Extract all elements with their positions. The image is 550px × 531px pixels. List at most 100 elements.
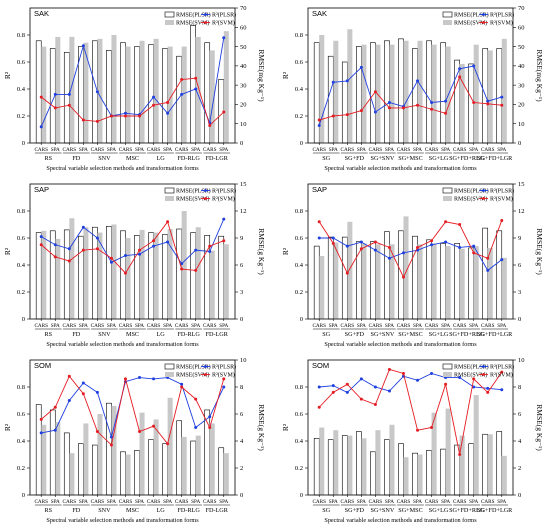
bar-rmse-svm	[487, 434, 493, 495]
bar-rmse-svm	[459, 63, 465, 143]
r2-svm-point	[500, 103, 504, 107]
x-tick-label: SPA	[413, 499, 422, 505]
group-label: SG+SNV	[371, 155, 395, 162]
legend-label: R²(PLSR)	[212, 364, 236, 371]
r2-plsr-point	[444, 240, 448, 244]
legend-swatch-rmse-plsr	[442, 187, 453, 194]
y2-tick-label: 4	[518, 438, 522, 445]
r2-plsr-point	[387, 389, 391, 393]
x-tick-label: CARS	[341, 323, 355, 329]
r2-plsr-point	[152, 95, 156, 99]
bar-rmse-plsr	[482, 227, 489, 320]
r2-svm-point	[95, 247, 99, 251]
r2-plsr-point	[222, 36, 226, 40]
r2-plsr-line	[41, 218, 225, 265]
y2-tick-label: 10	[240, 121, 247, 128]
r2-plsr-point	[430, 372, 434, 375]
x-tick-label: SPA	[469, 499, 478, 505]
legend-label: RMSE(SVM)	[454, 196, 487, 203]
y2-axis-label: RMSE(g Kg⁻¹)	[257, 404, 266, 451]
x-tick-label: CARS	[175, 499, 189, 505]
r2-plsr-point	[138, 252, 142, 256]
r2-svm-point	[317, 118, 321, 122]
x-tick-label: SPA	[441, 499, 450, 505]
bar-rmse-plsr	[190, 232, 196, 320]
group-label: FD	[72, 331, 80, 338]
x-axis-label: Spectral variable selection methods and …	[46, 341, 199, 348]
y-tick-label: 0	[22, 492, 25, 499]
legend-swatch-rmse-plsr	[442, 363, 453, 370]
x-tick-label: SPA	[79, 323, 88, 329]
y2-tick-label: 0	[518, 316, 521, 323]
bar-rmse-svm	[459, 248, 465, 319]
chart-title: SOM	[312, 361, 329, 370]
r2-svm-point	[317, 220, 321, 224]
group-label: FD	[72, 507, 80, 514]
x-tick-label: SPA	[219, 499, 228, 505]
chart-title: SAK	[34, 9, 49, 18]
legend-label: R²(PLSR)	[490, 12, 514, 19]
r2-plsr-point	[39, 125, 43, 129]
x-tick-label: SPA	[191, 499, 200, 505]
r2-plsr-point	[486, 99, 490, 103]
bar-rmse-svm	[41, 230, 47, 319]
x-tick-label: CARS	[397, 323, 411, 329]
r2-svm-point	[123, 114, 127, 118]
x-tick-label: CARS	[91, 323, 105, 329]
bar-rmse-svm	[209, 50, 215, 143]
bar-rmse-svm	[125, 46, 131, 144]
legend-swatch-rmse-plsr	[164, 363, 175, 370]
x-tick-label: SPA	[219, 323, 228, 329]
group-label: FD-RLG	[177, 331, 200, 338]
bar-rmse-svm	[347, 221, 353, 319]
group-label: SG+FD	[345, 507, 365, 514]
legend-swatch-rmse-svm	[443, 372, 452, 377]
bar-rmse-svm	[333, 40, 339, 143]
x-tick-label: CARS	[203, 323, 217, 329]
bar-rmse-plsr	[468, 247, 474, 320]
x-tick-label: SPA	[469, 323, 478, 329]
bar-rmse-plsr	[384, 439, 390, 496]
bar-rmse-plsr	[134, 234, 140, 320]
r2-svm-point	[331, 114, 335, 118]
bar-rmse-plsr	[218, 235, 225, 320]
bar-rmse-svm	[41, 46, 47, 144]
group-label: SG+SNV	[371, 507, 395, 514]
group-label: SG+SNV	[371, 331, 395, 338]
x-tick-label: CARS	[119, 147, 133, 153]
r2-svm-point	[194, 76, 198, 80]
bar-rmse-svm	[361, 438, 367, 495]
y-tick-label: 0	[300, 140, 303, 147]
r2-plsr-point	[109, 435, 113, 439]
r2-plsr-point	[194, 426, 198, 429]
r2-svm-point	[486, 102, 490, 106]
y2-tick-label: 0	[518, 140, 521, 147]
y2-axis-label: RMSE(g Kg⁻¹)	[535, 404, 544, 451]
r2-plsr-point	[500, 258, 504, 262]
group-label: SG+FD+LGR	[477, 331, 513, 338]
r2-plsr-point	[95, 390, 99, 394]
y-tick-label: 0.8	[17, 208, 25, 215]
bar-rmse-svm	[111, 405, 117, 495]
x-tick-label: CARS	[312, 499, 326, 505]
bar-rmse-svm	[319, 427, 325, 495]
bar-rmse-svm	[111, 224, 117, 319]
x-tick-label: CARS	[63, 323, 77, 329]
x-tick-label: SPA	[329, 499, 338, 505]
r2-plsr-point	[123, 254, 127, 258]
y-tick-label: 0.6	[17, 235, 26, 242]
r2-svm-point	[208, 426, 212, 429]
y2-tick-label: 8	[240, 384, 243, 391]
bar-rmse-plsr	[120, 42, 126, 144]
r2-svm-point	[109, 256, 113, 260]
bar-rmse-svm	[501, 38, 507, 143]
r2-svm-point	[500, 218, 504, 222]
legend-label: R²(PLSR)	[490, 188, 514, 195]
r2-plsr-point	[317, 385, 321, 389]
legend-label: RMSE(SVM)	[454, 372, 487, 379]
bar-rmse-svm	[223, 244, 229, 319]
r2-plsr-line	[40, 37, 225, 127]
r2-svm-point	[138, 248, 142, 252]
r2-svm-point	[331, 241, 335, 245]
